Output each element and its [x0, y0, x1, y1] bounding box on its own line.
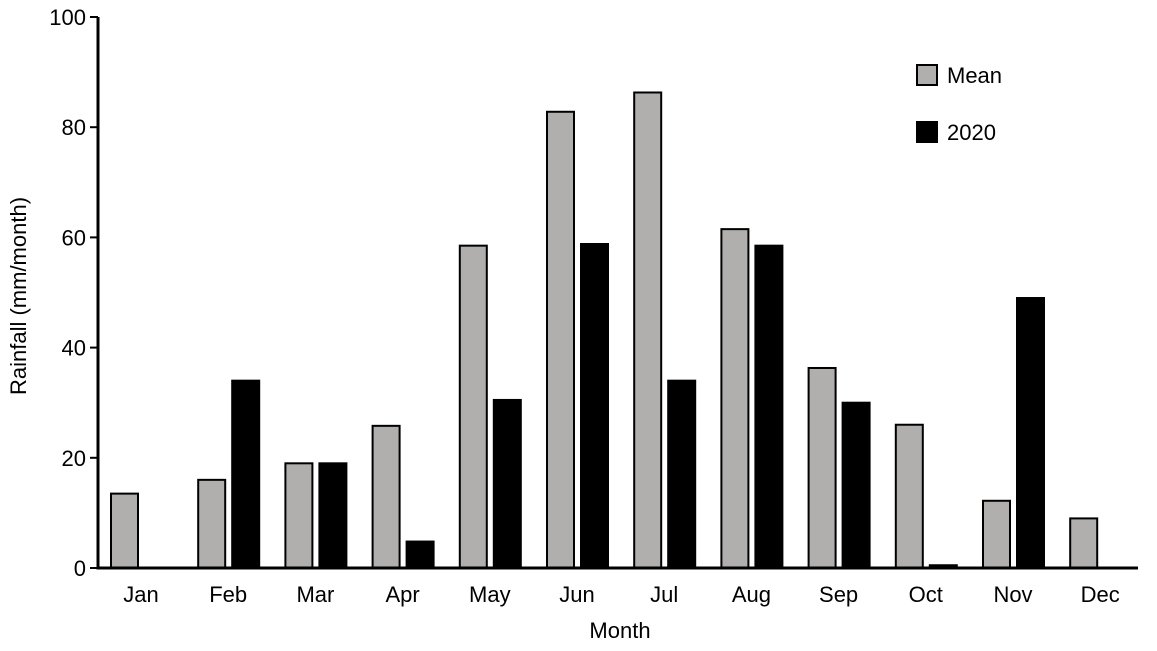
x-tick-label-mar: Mar [296, 582, 334, 607]
bars-layer [110, 91, 1099, 570]
y-ticks: 0 20 40 60 80 100 [49, 5, 98, 581]
legend-swatch-mean [916, 64, 938, 86]
bar-mean-nov [982, 499, 1011, 570]
bar-2020-aug [754, 244, 784, 569]
bar-2020-nov [1016, 297, 1045, 569]
bar-mean-feb [197, 478, 227, 569]
bar-2020-jul [667, 379, 697, 569]
bar-mean-mar [284, 462, 314, 569]
bar-2020-mar [318, 462, 348, 569]
bar-mean-aug [720, 228, 750, 569]
x-tick-label-sep: Sep [819, 582, 858, 607]
y-tick-label: 0 [74, 556, 86, 581]
x-tick-label-nov: Nov [993, 582, 1032, 607]
y-tick-label: 20 [62, 446, 86, 471]
legend-label-2020: 2020 [947, 120, 996, 145]
x-tick-label-feb: Feb [209, 582, 247, 607]
y-tick-label: 100 [49, 5, 86, 30]
bar-2020-may [492, 398, 522, 569]
x-tick-label-aug: Aug [732, 582, 771, 607]
y-axis-title: Rainfall (mm/month) [6, 197, 31, 395]
y-tick-label: 60 [62, 225, 86, 250]
x-tick-label-jan: Jan [123, 582, 158, 607]
bar-2020-feb [231, 379, 261, 569]
bar-mean-jan [110, 492, 139, 569]
y-tick-label: 40 [62, 336, 86, 361]
x-ticks: Jan Feb Mar Apr May Jun Jul Aug Sep Oct Nov Dec [123, 582, 1120, 607]
x-tick-label-jun: Jun [559, 582, 594, 607]
x-tick-label-may: May [469, 582, 511, 607]
legend: Mean 2020 [916, 63, 1002, 145]
bar-2020-sep [841, 401, 871, 570]
x-tick-label-jul: Jul [650, 582, 678, 607]
bar-mean-jun [546, 110, 575, 569]
x-axis-title: Month [589, 618, 650, 643]
bar-mean-apr [371, 424, 401, 570]
bar-mean-may [458, 244, 488, 569]
bar-mean-sep [807, 366, 837, 569]
bar-mean-jul [633, 91, 663, 569]
x-tick-label-dec: Dec [1081, 582, 1120, 607]
legend-swatch-2020 [916, 121, 938, 143]
axes-layer [96, 17, 1138, 570]
x-tick-label-apr: Apr [385, 582, 419, 607]
legend-label-mean: Mean [947, 63, 1002, 88]
bar-2020-jun [580, 243, 609, 569]
bar-2020-apr [405, 540, 435, 570]
y-tick-label: 80 [62, 115, 86, 140]
bar-mean-oct [894, 423, 924, 569]
x-tick-label-oct: Oct [909, 582, 943, 607]
bar-mean-dec [1069, 517, 1099, 569]
